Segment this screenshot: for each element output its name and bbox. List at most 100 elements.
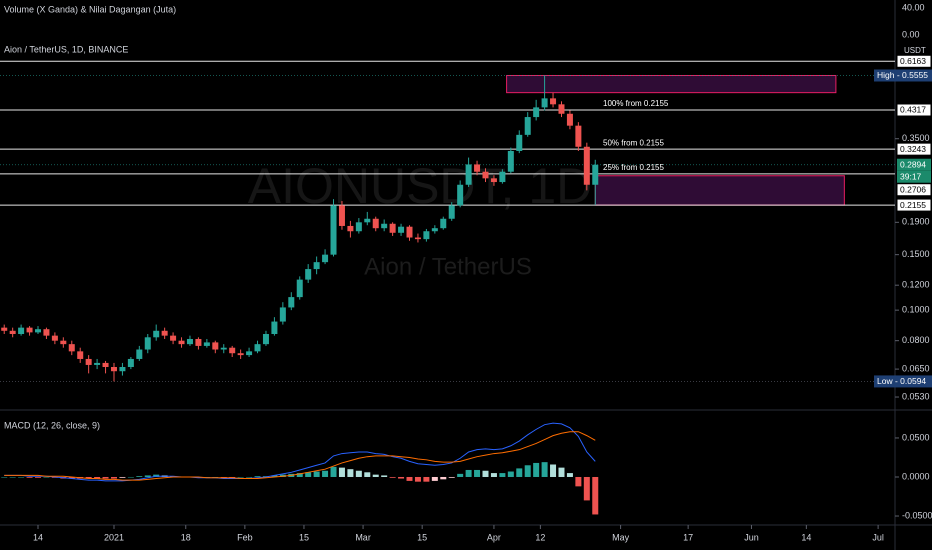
- histogram-bar: [119, 476, 126, 478]
- level-label-box: [896, 183, 932, 197]
- level-label-box: [896, 103, 932, 117]
- x-tick-label: 18: [181, 532, 191, 542]
- volume-axis-label: 0.00: [902, 29, 920, 39]
- x-tick-label: Apr: [487, 532, 501, 542]
- histogram-bar: [431, 476, 438, 481]
- y-tick-label: 0.1000: [902, 305, 930, 315]
- level-label: 0.2155: [900, 200, 926, 210]
- watermark-subtitle: Aion / TetherUS: [364, 253, 532, 280]
- candle-body: [516, 134, 523, 151]
- candle-body: [77, 351, 84, 359]
- candle-body: [51, 335, 58, 341]
- histogram-bar: [1, 476, 8, 478]
- candle-body: [338, 205, 345, 226]
- histogram-bar: [423, 476, 430, 482]
- candle-body: [60, 340, 67, 345]
- candle-body: [440, 218, 447, 229]
- candle-body: [68, 344, 75, 352]
- level-annotation: 25% from 0.2155: [603, 163, 664, 172]
- histogram-bar: [592, 476, 599, 515]
- x-tick-label: 12: [535, 532, 545, 542]
- candle-body: [262, 334, 269, 345]
- candle-body: [178, 340, 185, 345]
- x-tick-label: Mar: [355, 532, 371, 542]
- candle-body: [372, 218, 379, 229]
- histogram-bar: [144, 475, 151, 477]
- candle-body: [347, 225, 354, 232]
- level-label-box: [896, 142, 932, 156]
- candle-body: [144, 337, 151, 350]
- candle-body: [26, 327, 33, 333]
- chart-title: Aion / TetherUS, 1D, BINANCE: [4, 44, 128, 54]
- histogram-bar: [34, 476, 41, 478]
- candle-body: [153, 330, 160, 338]
- candle-body: [94, 362, 101, 365]
- candle-body: [170, 335, 177, 341]
- histogram-bar: [440, 476, 447, 480]
- x-tick-label: 15: [299, 532, 309, 542]
- candle-body: [110, 367, 117, 372]
- histogram-bar: [203, 476, 210, 478]
- candle-body: [355, 222, 362, 232]
- histogram-bar: [18, 476, 25, 478]
- histogram-bar: [516, 468, 523, 477]
- candle-body: [398, 226, 405, 233]
- candle-body: [271, 321, 278, 335]
- volume-label: Volume (X Ganda) & Nilai Dagangan (Juta): [4, 4, 176, 14]
- candle-body: [583, 146, 590, 185]
- currency-label: USDT: [904, 46, 926, 55]
- x-tick-label: Jul: [872, 532, 884, 542]
- level-label: 0.2894: [900, 159, 926, 169]
- histogram-bar: [482, 470, 489, 477]
- level-annotation: 100% from 0.2155: [603, 99, 669, 108]
- candle-body: [195, 338, 202, 346]
- candle-body: [465, 164, 472, 185]
- histogram-bar: [541, 462, 548, 477]
- level-label: 0.6163: [900, 56, 926, 66]
- x-tick-label: May: [612, 532, 630, 542]
- signal-line: [4, 431, 596, 481]
- candle-body: [1, 327, 8, 331]
- level-label-box: [896, 54, 932, 68]
- candle-body: [389, 223, 396, 233]
- histogram-bar: [575, 476, 582, 487]
- histogram-bar: [330, 466, 337, 477]
- candle-body: [575, 125, 582, 147]
- histogram-bar: [448, 476, 455, 478]
- candle-body: [288, 297, 295, 308]
- candle-body: [364, 218, 371, 223]
- candle-body: [136, 349, 143, 359]
- level-label-box: [874, 375, 932, 388]
- y-tick-label: 0.1900: [902, 217, 930, 227]
- candle-body: [246, 351, 253, 356]
- histogram-bar: [558, 467, 565, 477]
- volume-axis-label: 40.00: [902, 2, 925, 12]
- candle-body: [592, 164, 599, 185]
- histogram-bar: [102, 476, 109, 479]
- candle-body: [220, 347, 227, 350]
- candle-body: [43, 329, 50, 336]
- candle-body: [254, 344, 261, 352]
- histogram-bar: [43, 476, 50, 478]
- candle-body: [566, 113, 573, 126]
- watermark: AIONUSDT, 1D: [248, 158, 593, 214]
- candle-body: [229, 347, 236, 354]
- candle-body: [499, 171, 506, 183]
- histogram-bar: [322, 470, 329, 477]
- candle-body: [457, 184, 464, 206]
- candle-body: [212, 342, 219, 350]
- histogram-bar: [237, 476, 244, 478]
- countdown: 39:17: [900, 171, 922, 181]
- histogram-bar: [338, 467, 345, 477]
- candle-body: [482, 171, 489, 179]
- y-tick-label: 0.1200: [902, 280, 930, 290]
- candle-body: [237, 353, 244, 356]
- candle-body: [558, 104, 565, 114]
- candle-body: [423, 231, 430, 240]
- histogram-bar: [389, 476, 396, 478]
- histogram-bar: [583, 476, 590, 501]
- candle-body: [9, 330, 16, 335]
- y-tick-label: 0.0800: [902, 335, 930, 345]
